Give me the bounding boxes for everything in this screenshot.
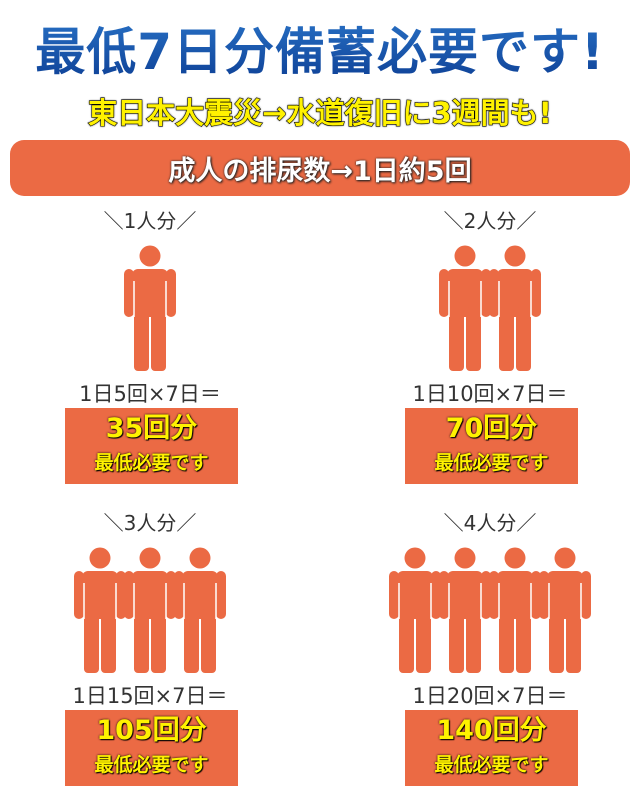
result-note: 最低必要です	[434, 754, 549, 776]
result-box: 35回分 最低必要です	[65, 408, 238, 484]
result-box: 105回分 最低必要です	[65, 710, 238, 786]
people-count-label: ＼1人分／	[103, 209, 197, 233]
person-icon	[439, 547, 491, 673]
result-count: 105回分	[96, 715, 207, 746]
person-icon	[389, 547, 441, 673]
formula: 1日10回×7日＝	[412, 382, 568, 406]
people-count-label: ＼4人分／	[443, 511, 537, 535]
result-box: 70回分 最低必要です	[405, 408, 578, 484]
person-icon	[74, 547, 126, 673]
result-note: 最低必要です	[94, 754, 209, 776]
person-icon	[439, 245, 491, 371]
person-icon	[489, 547, 541, 673]
person-icon	[124, 245, 176, 371]
result-count: 140回分	[436, 715, 547, 746]
result-count: 70回分	[445, 413, 538, 444]
people-count-label: ＼2人分／	[443, 209, 537, 233]
formula: 1日20回×7日＝	[412, 684, 568, 708]
banner: 成人の排尿数→1日約5回	[10, 140, 630, 196]
result-box: 140回分 最低必要です	[405, 710, 578, 786]
banner-text: 成人の排尿数→1日約5回	[168, 155, 472, 187]
people-group	[20, 547, 280, 673]
person-icon	[539, 547, 591, 673]
people-count-label: ＼3人分／	[103, 511, 197, 535]
people-group	[20, 245, 280, 371]
person-icon	[124, 547, 176, 673]
people-group	[360, 547, 620, 673]
result-note: 最低必要です	[434, 452, 549, 474]
formula: 1日15回×7日＝	[72, 684, 228, 708]
page-title: 最低7日分備蓄必要です!	[0, 12, 640, 84]
formula: 1日5回×7日＝	[79, 382, 221, 406]
subtitle: 東日本大震災→水道復旧に3週間も!	[88, 95, 553, 130]
result-note: 最低必要です	[94, 452, 209, 474]
people-group	[360, 245, 620, 371]
person-icon	[174, 547, 226, 673]
person-icon	[489, 245, 541, 371]
result-count: 35回分	[105, 413, 198, 444]
